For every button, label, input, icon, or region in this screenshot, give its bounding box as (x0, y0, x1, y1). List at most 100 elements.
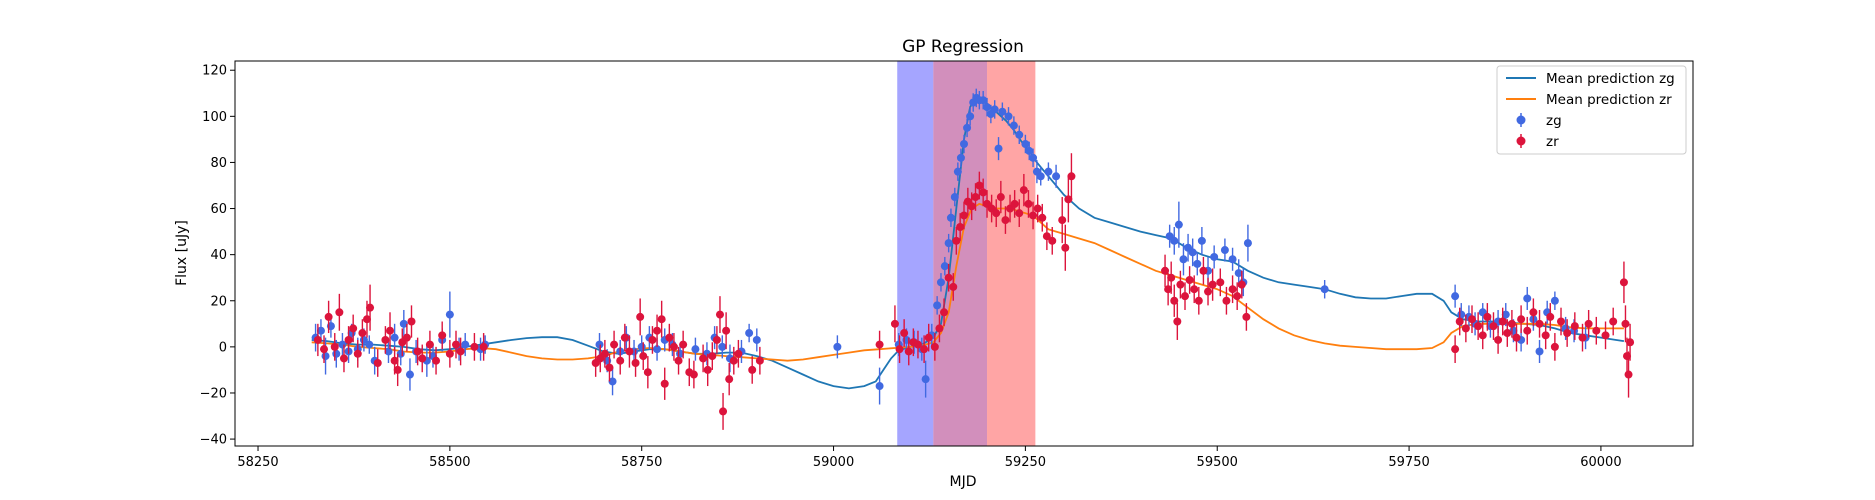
zr-marker (1228, 285, 1237, 294)
zr-data-point (1557, 307, 1566, 336)
legend-box (1496, 65, 1687, 155)
zg-marker (1550, 296, 1559, 305)
zr-data-point (1167, 261, 1176, 294)
zr-data-point (344, 326, 353, 354)
zr-marker (1161, 266, 1170, 275)
zg-marker (983, 103, 992, 112)
zr-marker (703, 365, 712, 374)
zr-data-point (1578, 323, 1587, 352)
zr-marker (1048, 236, 1057, 245)
zg-data-point (960, 134, 968, 154)
zr-data-point (1483, 303, 1492, 331)
zr-marker (600, 349, 609, 358)
zr-data-point (1199, 256, 1208, 285)
zg-data-point (963, 118, 972, 138)
zr-data-point (425, 330, 434, 359)
zr-data-point (339, 344, 348, 373)
x-tick-label: 59250 (1005, 455, 1046, 470)
zr-marker (639, 352, 648, 361)
zr-data-point (381, 326, 390, 354)
zg-data-point (608, 367, 617, 396)
zr-data-point (1242, 303, 1251, 331)
zr-marker (479, 342, 488, 351)
zr-data-point (952, 226, 961, 255)
zr-data-point (653, 314, 662, 347)
shaded-region-2 (933, 61, 988, 446)
zr-marker (1523, 326, 1532, 335)
zg-data-point (384, 339, 393, 364)
zg-marker (691, 345, 700, 354)
zr-data-point (1474, 312, 1483, 340)
zr-data-point (1048, 226, 1057, 255)
zr-marker (890, 319, 899, 328)
zr-marker (729, 356, 738, 365)
y-axis-title: Flux [uJy] (174, 220, 190, 286)
zr-marker (1042, 232, 1051, 241)
y-tick-label: 60 (210, 202, 227, 217)
zg-data-point (950, 187, 959, 207)
zg-data-point (1451, 284, 1460, 308)
zg-marker (1009, 121, 1018, 130)
zr-data-point (1529, 298, 1538, 327)
zg-marker (1234, 269, 1243, 278)
zr-data-point (1010, 190, 1019, 218)
zr-marker (353, 349, 362, 358)
zr-data-point (1619, 261, 1628, 304)
zr-marker (358, 329, 367, 338)
zr-data-point (1489, 312, 1498, 340)
zr-marker (1494, 335, 1503, 344)
zg-marker (1044, 167, 1053, 176)
zr-marker (895, 345, 904, 354)
zr-data-point (1609, 307, 1618, 336)
zr-marker (1029, 211, 1038, 220)
zr-marker (900, 329, 909, 338)
zr-marker (725, 375, 734, 384)
zg-marker (953, 167, 962, 176)
zg-data-point (1009, 116, 1018, 135)
zr-marker (679, 340, 688, 349)
zr-marker (373, 359, 382, 368)
plot-frame (234, 60, 1694, 447)
zg-data-point (1523, 286, 1532, 310)
zr-data-point (616, 346, 625, 375)
zr-data-point (313, 323, 322, 357)
zr-data-point (992, 199, 1001, 227)
x-tick-label: 58750 (621, 455, 662, 470)
zg-data-point (921, 360, 930, 398)
zg-data-point (1052, 164, 1061, 188)
zr-data-point (1173, 303, 1182, 340)
zg-data-point (933, 296, 942, 315)
zr-data-point (900, 319, 909, 347)
zr-marker (1204, 287, 1213, 296)
zg-data-point (1170, 226, 1179, 255)
zr-data-point (1498, 307, 1507, 336)
zg-marker (752, 335, 761, 344)
zr-data-point (1451, 335, 1460, 364)
zr-data-point (1061, 224, 1070, 271)
zg-marker (998, 107, 1007, 116)
zr-marker (636, 312, 645, 321)
zr-marker (1164, 285, 1173, 294)
zr-data-point (1541, 321, 1550, 350)
zg-data-point (956, 148, 965, 168)
zr-marker (1067, 172, 1076, 181)
zr-marker (1181, 292, 1190, 301)
zr-marker (1621, 319, 1630, 328)
zr-data-point (729, 346, 738, 375)
y-tick-label: 0 (219, 340, 227, 355)
zr-data-point (935, 314, 944, 343)
zg-data-point (1036, 167, 1045, 186)
zr-marker (971, 193, 980, 202)
zr-marker (653, 326, 662, 335)
zr-data-point (1170, 284, 1179, 317)
zr-data-point (432, 346, 441, 375)
zr-data-point (956, 213, 965, 241)
zr-data-point (689, 360, 698, 389)
zg-marker (653, 345, 662, 354)
zg-data-point (1193, 252, 1202, 276)
zr-data-point (402, 323, 411, 352)
zr-marker (1529, 308, 1538, 317)
zr-marker (1563, 329, 1572, 338)
zr-data-point (1523, 316, 1532, 345)
zr-marker (1222, 296, 1231, 305)
